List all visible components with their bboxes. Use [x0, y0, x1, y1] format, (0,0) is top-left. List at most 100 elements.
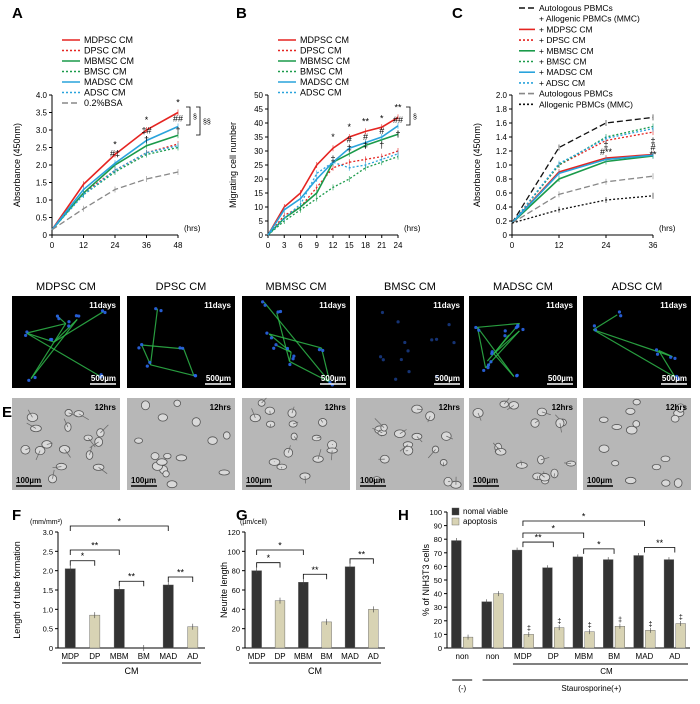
- significance-bracket: [583, 548, 615, 554]
- y-tick-label: 1.8: [496, 105, 508, 114]
- significance-mark: ‡: [650, 136, 655, 146]
- nucleus-dot: [276, 310, 280, 314]
- x-tick-label: 0: [510, 241, 515, 250]
- neurite: [251, 408, 256, 419]
- nucleus-dot: [292, 354, 296, 358]
- neurite: [372, 427, 383, 434]
- y-tick-label: 1.0: [43, 605, 53, 614]
- neurite: [89, 441, 99, 449]
- x-tick-label: 21: [377, 241, 386, 250]
- nucleus-dot: [490, 350, 494, 354]
- legend-label: + MDPSC CM: [539, 24, 593, 34]
- significance-mark: *: [380, 114, 384, 124]
- tube-network: [53, 311, 104, 343]
- panel-label: E: [2, 404, 12, 421]
- x-tick-label: 24: [394, 241, 403, 250]
- nucleus-dot: [673, 356, 677, 360]
- significance-mark: §: [413, 114, 417, 121]
- significance-mark: ‡: [588, 623, 592, 630]
- time-label: 11days: [204, 301, 231, 310]
- y-tick-label: 1.5: [43, 586, 53, 595]
- neurite: [374, 418, 385, 428]
- y-tick-label: 100: [429, 508, 442, 517]
- y-tick-label: 3.5: [36, 109, 48, 118]
- bar-charts: F (mm/mm²) 0 0.5 1.0 1.5 2.0 2.5 3.0 Length of tu…: [12, 507, 690, 693]
- nucleus-dot: [137, 346, 141, 350]
- nucleus-dot: [675, 374, 679, 379]
- line-chart-c: C 0 0.2 0.4 0.6 0.8 1.0 1.2 1.4 1.6 1.8 2.0 0 12 24 36(…: [452, 3, 676, 250]
- tube-network: [289, 360, 331, 383]
- legend-label: + BMSC CM: [539, 57, 586, 67]
- significance-bracket: [406, 106, 411, 126]
- panel-label: C: [452, 5, 463, 22]
- legend-label: MADSC CM: [300, 77, 349, 87]
- legend-label: ADSC CM: [300, 88, 342, 98]
- significance-mark: *: [278, 541, 282, 551]
- y-tick-label: 2.0: [36, 161, 48, 170]
- image-title: MDPSC CM: [36, 281, 96, 293]
- y-tick-label: 50: [254, 91, 263, 100]
- time-label: 12hrs: [552, 403, 574, 412]
- panel-label: G: [236, 507, 248, 524]
- series-line: [51, 171, 179, 231]
- significance-mark: †: [144, 134, 149, 144]
- cell-body: [163, 452, 172, 460]
- nucleus-dot: [159, 309, 163, 313]
- neurite: [540, 473, 545, 478]
- x-tick-label: BM: [608, 652, 620, 661]
- phase-contrast-image: [469, 398, 577, 490]
- time-label: 11days: [546, 301, 573, 310]
- fluorescence-image: [469, 296, 577, 388]
- bar: [64, 568, 76, 649]
- nucleus-dot: [67, 324, 71, 328]
- cell-body: [265, 420, 276, 428]
- nucleus-dot: [321, 348, 325, 353]
- bar: [251, 570, 262, 649]
- y-tick-label: 0.5: [36, 214, 48, 223]
- neurite: [427, 449, 436, 459]
- significance-mark: **: [535, 533, 543, 543]
- cell-body: [598, 416, 609, 423]
- nucleus-dot: [181, 346, 185, 350]
- time-label: 11days: [433, 301, 460, 310]
- legend-label: MBMSC CM: [300, 56, 350, 66]
- cell-body: [673, 478, 683, 488]
- y-tick-label: 30: [434, 603, 442, 612]
- significance-bracket: [118, 580, 145, 587]
- neurite: [416, 436, 423, 443]
- nucleus-dot: [33, 375, 37, 380]
- bar-chart-f: F (mm/mm²) 0 0.5 1.0 1.5 2.0 2.5 3.0 Length of tu…: [12, 507, 205, 676]
- series-line: [511, 175, 654, 224]
- neurite: [98, 467, 108, 474]
- panel-label: B: [236, 5, 247, 22]
- legend-label: Autologous PBMCs: [539, 3, 613, 13]
- bar: [298, 582, 309, 649]
- nucleus-dot: [285, 346, 290, 351]
- significance-bracket: [522, 541, 554, 548]
- series-line: [511, 116, 654, 224]
- image-title: BMSC CM: [384, 281, 436, 293]
- fluorescence-image: [583, 296, 691, 388]
- neurite: [331, 450, 333, 461]
- significance-mark: †: [395, 129, 400, 139]
- y-tick-label: 3.0: [43, 528, 53, 537]
- cell-body: [661, 479, 671, 487]
- significance-bracket: [196, 106, 201, 136]
- cell-body: [191, 417, 201, 427]
- y-tick-label: 0.4: [496, 203, 508, 212]
- cell-body: [20, 445, 31, 455]
- x-tick-label: MBM: [294, 652, 313, 661]
- legend-label: 0.2%BSA: [84, 98, 123, 108]
- y-tick-label: 45: [254, 105, 263, 114]
- tube-network: [26, 332, 103, 378]
- significance-mark: **: [358, 549, 366, 559]
- neurite: [269, 424, 271, 428]
- significance-mark: ‡: [648, 621, 652, 628]
- cell-body: [598, 444, 610, 453]
- significance-mark: †: [175, 126, 180, 136]
- nucleus-dot: [592, 324, 597, 328]
- x-tick-label: non: [456, 652, 469, 661]
- y-tick-label: 20: [232, 625, 240, 634]
- significance-mark: ‡#: [141, 126, 151, 136]
- x-tick-label: 0: [266, 241, 271, 250]
